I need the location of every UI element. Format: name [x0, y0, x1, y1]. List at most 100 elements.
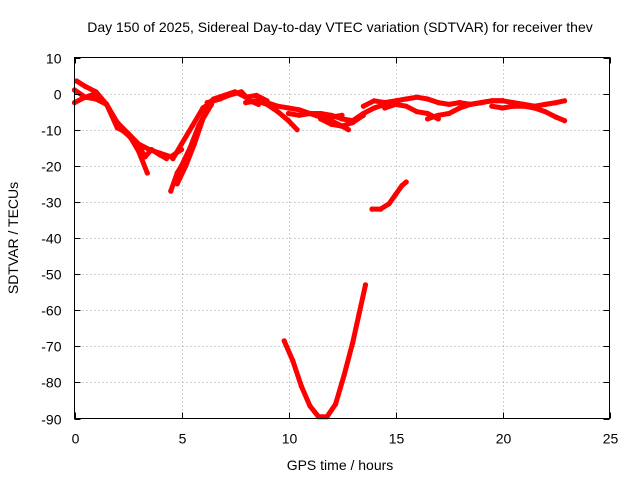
axis-ticks: [74, 57, 611, 420]
data-series: [71, 78, 568, 420]
data-point: [435, 100, 441, 106]
data-point: [296, 107, 302, 113]
data-point: [360, 112, 366, 118]
data-point: [553, 114, 559, 120]
data-point: [467, 101, 473, 107]
data-point: [328, 112, 334, 118]
data-point: [403, 96, 409, 102]
data-point: [333, 401, 339, 407]
data-point: [341, 372, 347, 378]
data-point: [318, 112, 324, 118]
data-point: [392, 192, 399, 198]
data-point: [345, 127, 351, 133]
data-point: [104, 101, 110, 107]
data-point: [298, 383, 304, 389]
y-tick-labels: 10 0 -10 -20 -30 -40 -50 -60 -70 -80 -90: [41, 51, 61, 428]
data-point: [93, 91, 99, 97]
y-tick-label: 10: [46, 51, 62, 67]
data-point: [217, 96, 223, 102]
data-point: [82, 94, 88, 100]
data-point: [114, 125, 120, 131]
y-tick-label: -30: [41, 195, 61, 211]
data-point: [264, 100, 270, 106]
data-point: [174, 181, 180, 187]
data-point: [489, 98, 495, 104]
data-point: [307, 110, 313, 117]
series-track-1: [74, 78, 170, 162]
data-point: [350, 340, 356, 346]
data-point: [328, 118, 334, 124]
series-track-19: [369, 179, 409, 212]
data-point: [253, 92, 259, 98]
x-tick-label: 5: [179, 431, 187, 447]
y-tick-label: -60: [41, 303, 61, 319]
series-line: [360, 94, 463, 109]
data-point: [281, 338, 287, 344]
data-point: [157, 150, 163, 156]
data-point: [499, 105, 506, 111]
data-point: [403, 179, 409, 185]
data-point: [307, 403, 313, 409]
data-point: [339, 123, 345, 129]
data-point: [414, 109, 420, 115]
data-point: [371, 98, 377, 104]
series-line: [74, 78, 169, 162]
data-point: [275, 103, 281, 109]
data-point: [377, 206, 384, 212]
data-point: [183, 163, 189, 169]
data-point: [144, 170, 150, 176]
data-point: [399, 183, 405, 189]
x-tick-label: 20: [496, 431, 512, 447]
x-tick-label: 10: [282, 431, 298, 447]
data-point: [382, 105, 388, 111]
data-point: [457, 100, 463, 106]
data-point: [532, 105, 538, 111]
y-tick-label: -90: [41, 412, 61, 428]
data-point: [478, 100, 484, 106]
data-point: [360, 103, 366, 109]
series-track-2: [71, 91, 150, 176]
data-point: [243, 100, 249, 106]
data-point: [125, 130, 131, 136]
series-track-18: [489, 103, 568, 124]
data-point: [200, 105, 206, 111]
data-point: [136, 141, 142, 147]
data-point: [226, 92, 232, 98]
y-tick-label: -80: [41, 375, 61, 391]
data-point: [204, 100, 210, 106]
data-point: [369, 206, 375, 212]
data-point: [425, 110, 431, 117]
data-point: [446, 110, 452, 117]
data-point: [362, 282, 369, 288]
data-point: [562, 118, 568, 124]
y-tick-label: -50: [41, 267, 61, 283]
data-point: [178, 141, 185, 147]
y-axis-label: SDTVAR / TECUs: [5, 182, 21, 294]
series-track-20: [281, 282, 369, 420]
data-point: [386, 201, 392, 207]
data-point: [275, 109, 281, 115]
data-point: [285, 110, 292, 117]
data-point: [414, 94, 420, 100]
data-point: [553, 100, 559, 106]
data-point: [82, 83, 88, 89]
y-tick-label: -70: [41, 339, 61, 355]
data-point: [294, 127, 300, 133]
data-point: [136, 148, 142, 154]
data-point: [403, 103, 409, 109]
series-track-3: [71, 87, 185, 160]
series-line: [72, 87, 184, 160]
data-point: [339, 116, 345, 122]
data-point: [170, 156, 176, 162]
x-tick-label: 15: [389, 431, 405, 447]
x-tick-labels: 0 5 10 15 20 25: [72, 431, 619, 447]
data-point: [146, 147, 152, 153]
data-point: [457, 105, 463, 111]
x-axis-label: GPS time / hours: [287, 457, 394, 473]
data-point: [238, 89, 244, 95]
x-tick-label: 25: [603, 431, 619, 447]
data-point: [392, 101, 399, 107]
data-point: [499, 98, 506, 104]
series-line: [72, 91, 150, 176]
